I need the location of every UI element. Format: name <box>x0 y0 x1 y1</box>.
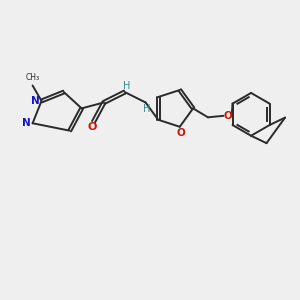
Text: H: H <box>122 80 130 91</box>
Text: CH₃: CH₃ <box>26 73 40 82</box>
Text: O: O <box>87 122 97 132</box>
Text: N: N <box>31 96 39 106</box>
Text: O: O <box>176 128 185 138</box>
Text: O: O <box>224 111 233 121</box>
Text: H: H <box>143 104 151 114</box>
Text: N: N <box>22 118 30 128</box>
